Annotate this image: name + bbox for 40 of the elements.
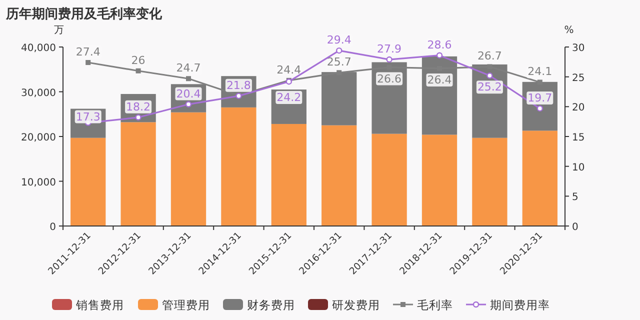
y-tick-label: 30,000: [21, 88, 56, 99]
data-label: 25.7: [326, 56, 352, 69]
data-label: 27.4: [76, 46, 100, 59]
data-label: 24.7: [176, 62, 201, 75]
data-label: 19.7: [528, 91, 552, 104]
data-label: 28.6: [427, 38, 452, 52]
data-label: 26: [131, 54, 146, 67]
y2-tick-label: 20: [572, 102, 585, 114]
data-label: 26.6: [377, 72, 402, 86]
legend-label: 财务费用: [247, 298, 295, 312]
y-tick-label: 0: [50, 222, 56, 233]
chart-title: 历年期间费用及毛利率变化: [5, 6, 163, 22]
legend-label: 销售费用: [75, 298, 124, 312]
y-tick-label: 10,000: [21, 177, 56, 188]
y2-tick-label: 25: [572, 72, 585, 84]
data-label: 24.4: [276, 63, 302, 76]
legend-label: 研发费用: [332, 298, 380, 312]
y-tick-label: 40,000: [21, 43, 56, 54]
data-label: 29.4: [326, 34, 352, 47]
data-label: 26.4: [427, 73, 452, 86]
y-axis-title: 万: [54, 25, 64, 36]
data-label: 21.8: [226, 78, 251, 92]
data-label: 25.2: [477, 80, 502, 94]
legend-label: 管理费用: [162, 298, 210, 312]
data-label: 18.2: [126, 100, 151, 114]
y2-tick-label: 5: [572, 192, 578, 204]
data-label: 17.3: [76, 110, 100, 124]
y2-tick-label: 10: [572, 162, 585, 174]
legend-label: 毛利率: [417, 298, 453, 312]
y2-tick-label: 0: [572, 222, 578, 233]
data-label: 24.2: [276, 91, 302, 104]
y2-tick-label: 15: [572, 132, 585, 144]
data-label: 20.4: [176, 87, 201, 100]
data-label: 26.7: [477, 50, 502, 63]
data-label: 24.1: [528, 65, 552, 78]
y-tick-label: 20,000: [21, 132, 56, 144]
legend-label: 期间费用率: [490, 298, 550, 312]
y2-axis-title: %: [564, 25, 574, 36]
data-label: 27.9: [377, 42, 402, 56]
y2-tick-label: 30: [572, 43, 585, 54]
